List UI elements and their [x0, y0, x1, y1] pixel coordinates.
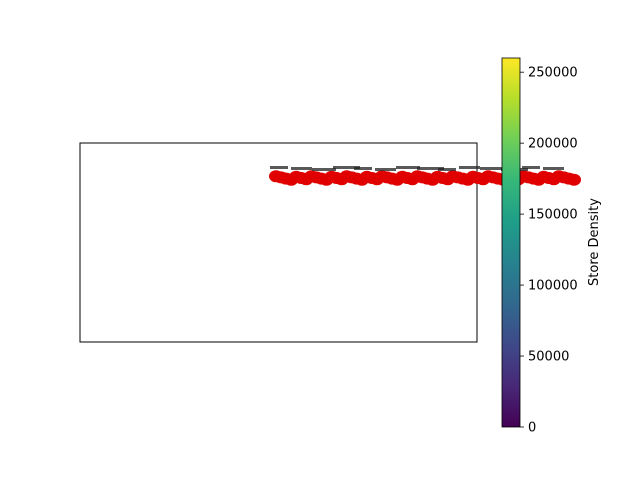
colorbar-gradient	[501, 57, 521, 428]
plot-area-frame	[79, 142, 478, 343]
colorbar-ticks: 0 50000 100000 150000 200000 250000	[520, 66, 578, 436]
colorbar-tick-label: 150000	[528, 208, 578, 223]
colorbar-tick-label: 0	[528, 421, 536, 436]
marker-band	[269, 166, 581, 186]
colorbar-tick-label: 100000	[528, 279, 578, 294]
colorbar: 0 50000 100000 150000 200000 250000 Store Den…	[501, 57, 602, 436]
colorbar-tick-label: 250000	[528, 66, 578, 81]
overlapping-label-fragment	[543, 167, 564, 170]
overlapping-label-fragment	[375, 168, 396, 171]
overlapping-label-fragment	[312, 168, 336, 171]
data-point-marker	[567, 173, 581, 186]
overlapping-label-fragment	[438, 168, 456, 171]
overlapping-label-fragment	[354, 167, 372, 170]
overlapping-label-fragment	[270, 166, 288, 169]
overlapping-label-fragment	[396, 166, 420, 169]
overlapping-label-fragment	[522, 166, 540, 169]
colorbar-label: Store Density	[587, 198, 602, 286]
overlapping-label-fragment	[333, 166, 360, 169]
colorbar-tick-label: 50000	[528, 350, 569, 365]
overlapping-label-fragment	[459, 166, 480, 169]
colorbar-tick-label: 200000	[528, 137, 578, 152]
overlapping-label-fragment	[480, 167, 504, 170]
overlapping-label-fragment	[291, 167, 312, 170]
overlapping-label-fragment	[417, 167, 444, 170]
